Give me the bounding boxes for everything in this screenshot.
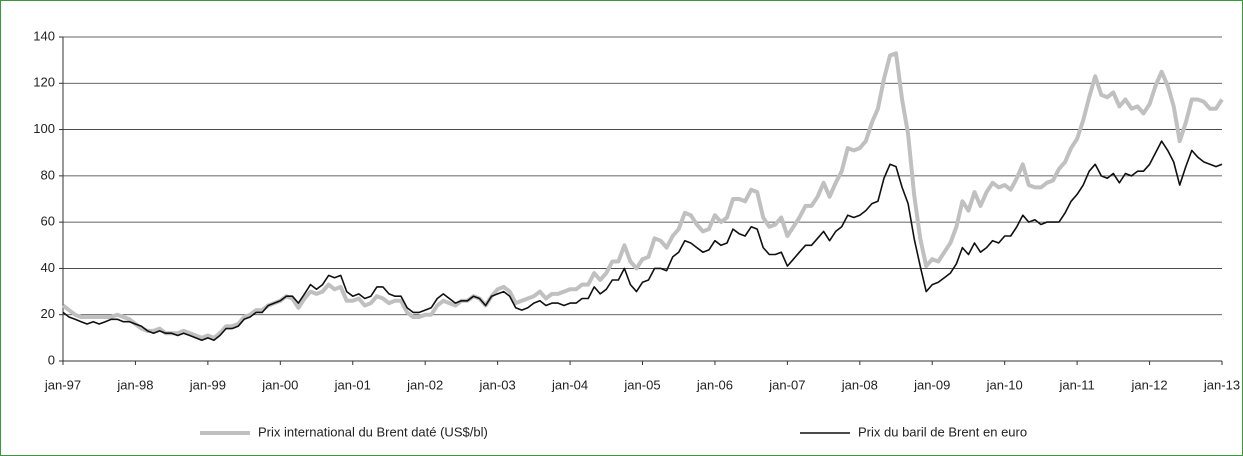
x-tick-label: jan-09 — [913, 377, 950, 392]
x-tick-label: jan-13 — [1203, 377, 1240, 392]
x-tick-label: jan-01 — [334, 377, 371, 392]
y-tick-label: 40 — [41, 260, 55, 275]
y-tick-label: 100 — [33, 121, 55, 136]
x-tick-label: jan-98 — [116, 377, 153, 392]
x-tick-label: jan-10 — [986, 377, 1023, 392]
x-tick-label: jan-99 — [189, 377, 226, 392]
y-tick-label: 140 — [33, 28, 55, 43]
x-tick-label: jan-02 — [406, 377, 443, 392]
x-tick-label: jan-03 — [479, 377, 516, 392]
legend-label: Prix international du Brent daté (US$/bl… — [258, 424, 488, 439]
x-tick-label: jan-06 — [696, 377, 733, 392]
series-line — [61, 51, 1224, 340]
x-tick-label: jan-08 — [841, 377, 878, 392]
x-tick-label: jan-07 — [768, 377, 805, 392]
y-tick-label: 60 — [41, 214, 55, 229]
x-tick-label: jan-97 — [44, 377, 81, 392]
legend-label: Prix du baril de Brent en euro — [858, 424, 1027, 439]
y-tick-label: 120 — [33, 75, 55, 90]
x-tick-label: jan-04 — [551, 377, 588, 392]
y-tick-label: 0 — [48, 352, 55, 367]
y-tick-label: 20 — [41, 306, 55, 321]
x-tick-label: jan-11 — [1059, 377, 1095, 392]
x-tick-label: jan-12 — [1130, 377, 1167, 392]
x-tick-label: jan-00 — [261, 377, 298, 392]
y-tick-label: 80 — [41, 167, 55, 182]
x-tick-label: jan-05 — [623, 377, 660, 392]
series-line — [62, 140, 1223, 341]
